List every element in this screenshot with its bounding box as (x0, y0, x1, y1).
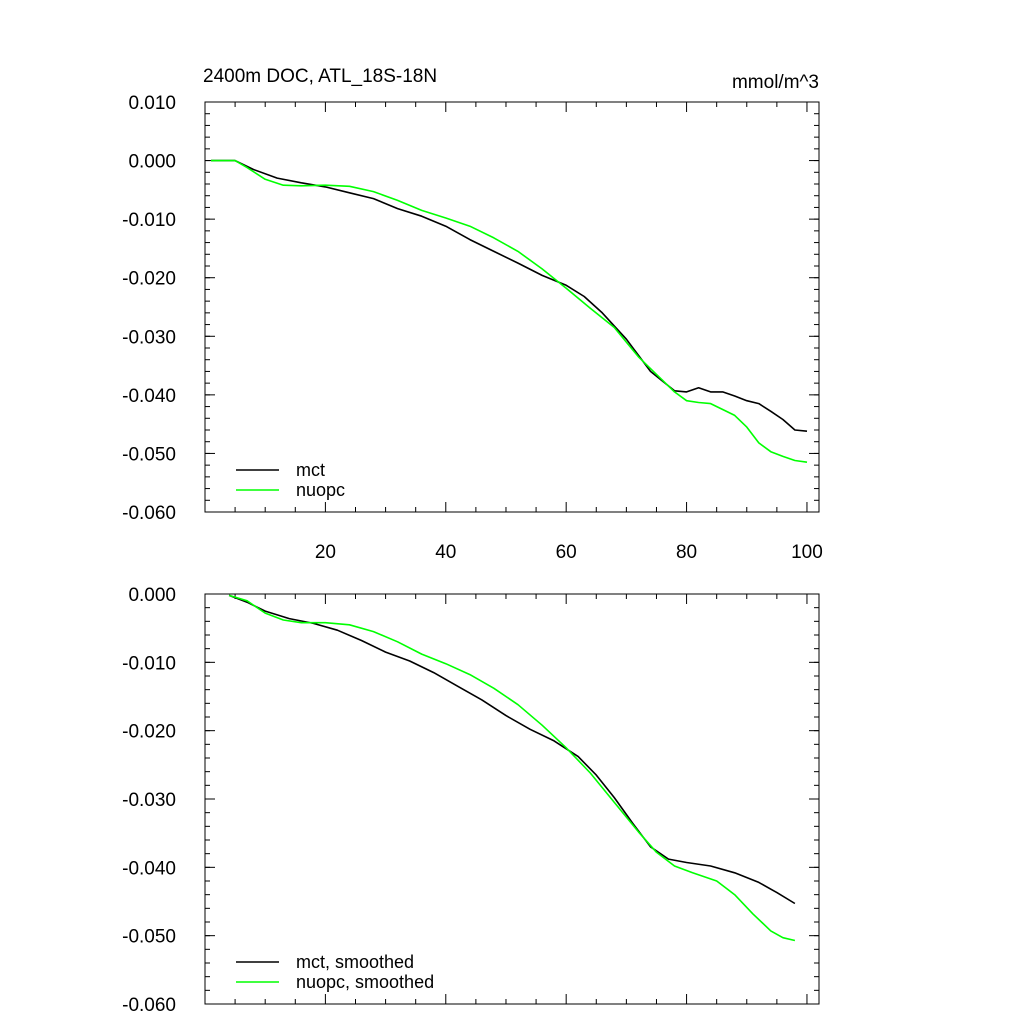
top-series-line-mct (211, 159, 808, 432)
bottom-series-line-nuopc (228, 594, 796, 942)
top-series-line-nuopc (211, 159, 808, 463)
bottom-legend-label: nuopc, smoothed (296, 972, 434, 992)
top-series-lines (211, 159, 808, 463)
top-y-tick-label: 0.010 (128, 93, 176, 114)
top-y-tick-label: -0.030 (122, 327, 176, 348)
bottom-legend-label: mct, smoothed (296, 952, 414, 972)
top-legend-label: nuopc (296, 480, 345, 500)
top-plot-frame (204, 101, 820, 513)
top-y-tick-label: -0.040 (122, 386, 176, 407)
top-x-tick-label: 40 (435, 542, 456, 563)
top-x-tick-label: 100 (791, 542, 823, 563)
top-y-ticks: 0.010 0.000 -0.010 -0.020 -0.030 -0.040 -0.050… (122, 93, 819, 524)
bottom-series-line-mct (228, 594, 796, 905)
top-legend-label: mct (296, 460, 325, 480)
top-y-tick-label: -0.020 (122, 269, 176, 290)
bottom-panel: 0.000 -0.010 -0.020 -0.030 -0.040 -0.050 -0.06… (122, 585, 820, 1016)
bottom-x-ticks (234, 594, 808, 1004)
top-x-tick-label: 80 (676, 542, 697, 563)
bottom-y-tick-label: -0.010 (122, 653, 176, 674)
top-y-tick-label: -0.060 (122, 503, 176, 524)
bottom-y-tick-label: 0.000 (128, 585, 176, 606)
bottom-y-ticks: 0.000 -0.010 -0.020 -0.030 -0.040 -0.050 -0.06… (122, 585, 819, 1016)
bottom-y-tick-label: -0.060 (122, 995, 176, 1016)
bottom-y-tick-label: -0.050 (122, 927, 176, 948)
top-y-tick-label: -0.050 (122, 444, 176, 465)
top-x-tick-label: 60 (556, 542, 577, 563)
top-panel: 0.010 0.000 -0.010 -0.020 -0.030 -0.040 -0.050… (122, 66, 823, 563)
bottom-y-tick-label: -0.040 (122, 858, 176, 879)
bottom-y-tick-label: -0.030 (122, 790, 176, 811)
top-x-ticks: 20 40 60 80 100 (234, 102, 823, 563)
top-units-label: mmol/m^3 (732, 72, 819, 93)
top-y-tick-label: -0.010 (122, 210, 176, 231)
top-y-tick-label: 0.000 (128, 152, 176, 173)
top-x-tick-label: 20 (315, 542, 336, 563)
bottom-plot-frame (204, 593, 820, 1005)
top-chart-title: 2400m DOC, ATL_18S-18N (203, 66, 437, 87)
bottom-series-lines (228, 594, 796, 942)
bottom-y-tick-label: -0.020 (122, 722, 176, 743)
